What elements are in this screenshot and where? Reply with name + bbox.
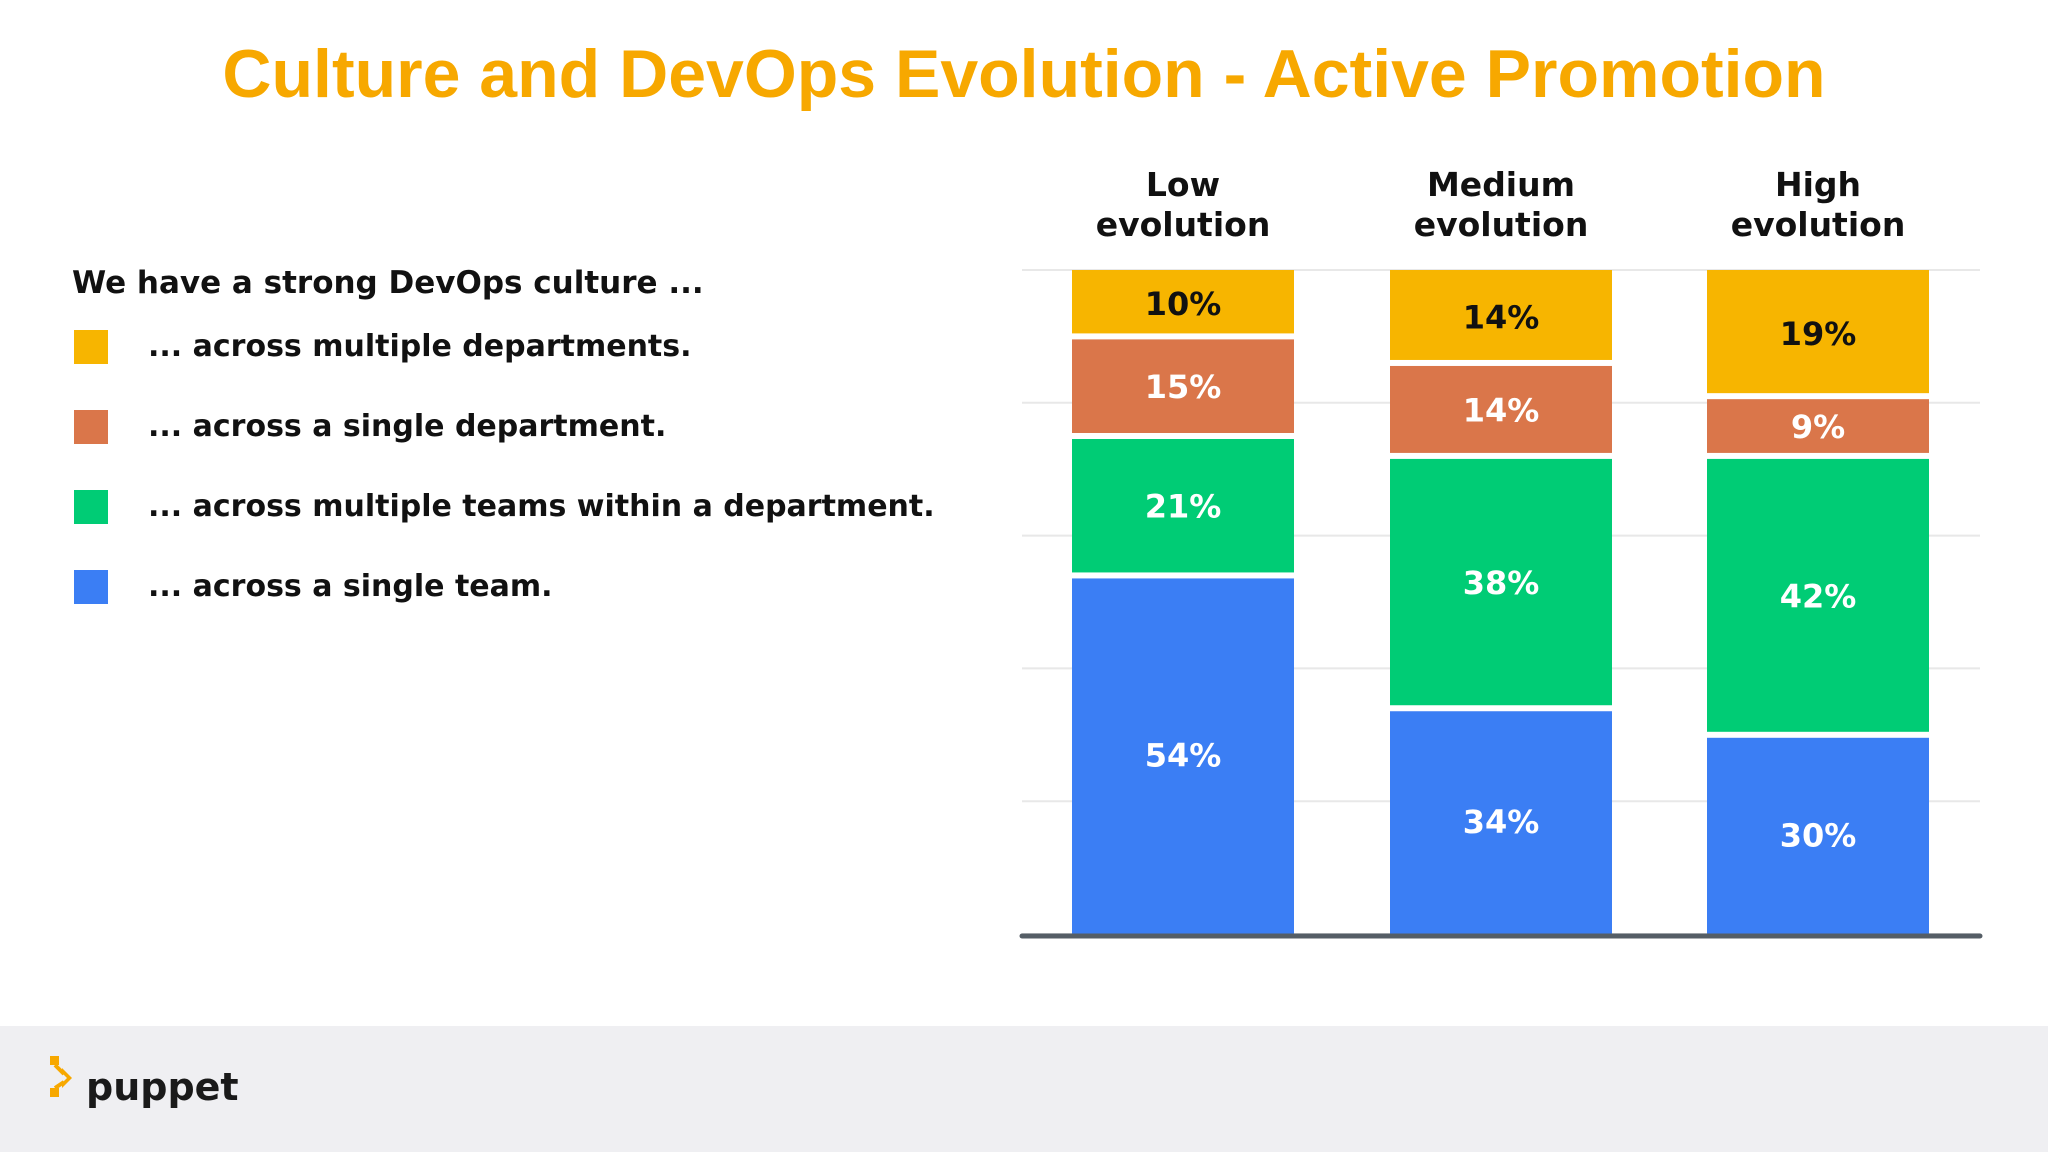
legend-label-single-department: ... across a single department. (148, 409, 667, 444)
data-label: 42% (1780, 577, 1857, 615)
legend-swatch-multiple-teams (74, 490, 108, 524)
legend-swatch-single-department (74, 410, 108, 444)
puppet-logo-icon (50, 1056, 72, 1097)
legend-item-multiple-teams: ... across multiple teams within a depar… (72, 482, 935, 562)
legend-label-single-team: ... across a single team. (148, 569, 553, 604)
data-label: 10% (1145, 285, 1222, 323)
data-label: 14% (1463, 298, 1540, 336)
legend-label-multiple-teams: ... across multiple teams within a depar… (148, 489, 935, 524)
bar-segment (1072, 578, 1294, 934)
legend: We have a strong DevOps culture ... ... … (72, 258, 935, 642)
bar-segment (1390, 711, 1612, 934)
data-label: 21% (1145, 488, 1222, 526)
legend-label-multiple-departments: ... across multiple departments. (148, 329, 692, 364)
legend-heading: We have a strong DevOps culture ... (72, 265, 704, 301)
bar-segment (1072, 270, 1294, 334)
bar-segment (1072, 439, 1294, 573)
slide-title: Culture and DevOps Evolution - Active Pr… (222, 36, 1826, 112)
bar-segment (1072, 339, 1294, 433)
bar-segment (1707, 270, 1929, 394)
bar-segment (1707, 399, 1929, 453)
bar-segment (1707, 737, 1929, 934)
category-label: evolution (1731, 205, 1906, 244)
brand-wordmark: puppet (86, 1065, 239, 1109)
legend-item-single-team: ... across a single team. (72, 562, 704, 642)
data-label: 54% (1145, 737, 1222, 775)
footer: puppet (0, 1026, 2048, 1152)
stacked-bar-chart: 54%21%15%10%Lowevolution34%38%14%14%Medi… (1019, 165, 1983, 939)
data-label: 38% (1463, 564, 1540, 602)
data-label: 15% (1145, 368, 1222, 406)
legend-swatch-single-team (74, 570, 108, 604)
legend-swatch-multiple-departments (74, 330, 108, 364)
data-label: 19% (1780, 315, 1857, 353)
data-label: 34% (1463, 803, 1540, 841)
data-label: 9% (1791, 408, 1845, 446)
bar-segment (1390, 458, 1612, 706)
bar-segment (1390, 365, 1612, 453)
legend-item-single-department: ... across a single department. (72, 402, 704, 482)
data-label: 14% (1463, 391, 1540, 429)
category-label: evolution (1096, 205, 1271, 244)
category-label: High (1775, 165, 1861, 204)
category-label: evolution (1414, 205, 1589, 244)
bar-segment (1707, 458, 1929, 732)
category-label: Low (1146, 165, 1220, 204)
category-label: Medium (1427, 165, 1575, 204)
legend-item-multiple-departments: ... across multiple departments. (72, 322, 704, 402)
bar-segment (1390, 270, 1612, 360)
data-label: 30% (1780, 816, 1857, 854)
